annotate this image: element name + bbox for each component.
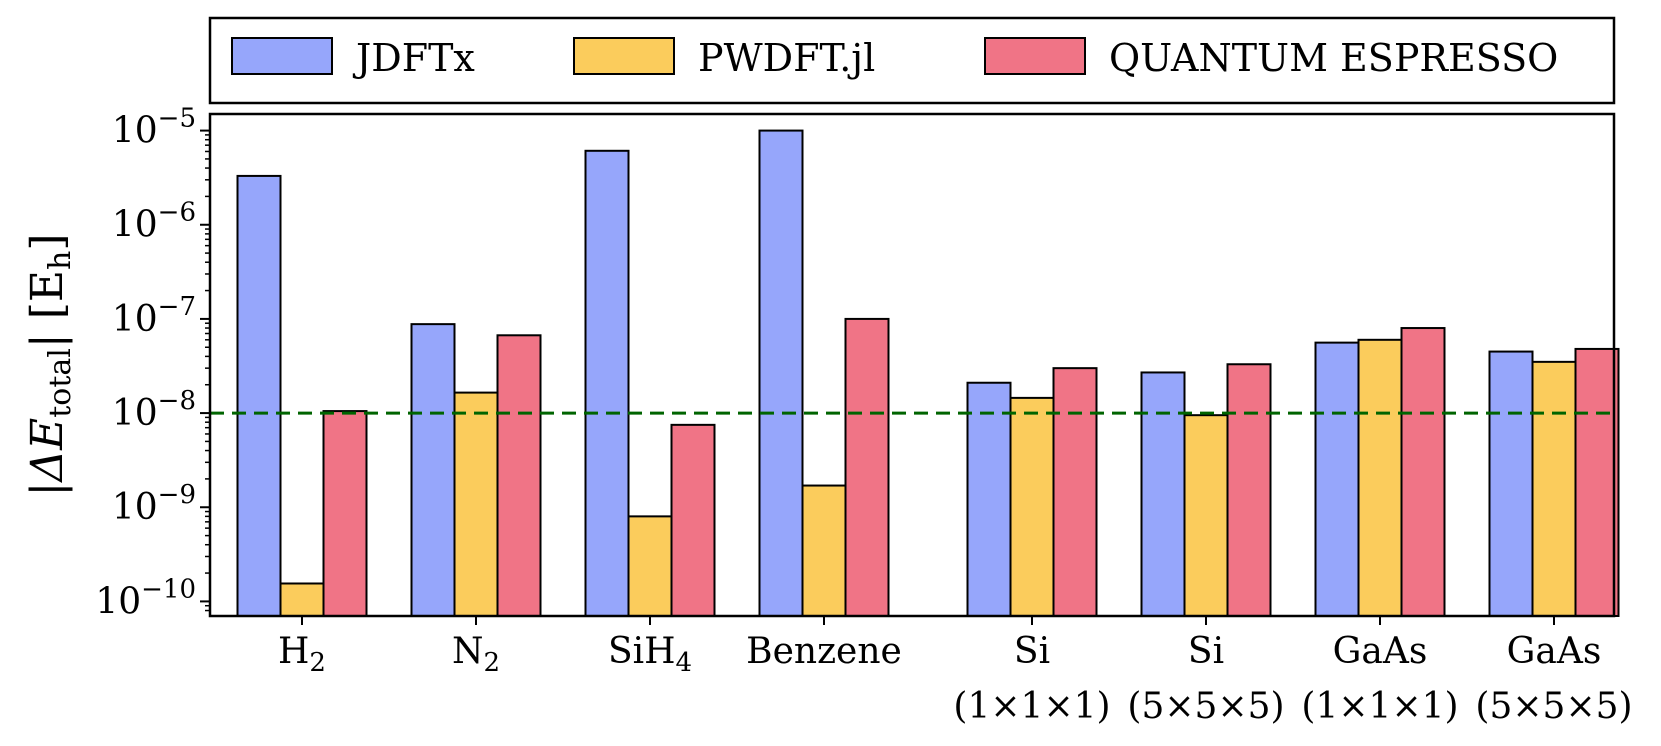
bar-quantum-espresso-0 bbox=[322, 410, 368, 618]
bar-jdftx-1 bbox=[410, 323, 456, 617]
bar-pwdft-jl-2 bbox=[627, 515, 673, 618]
x-tick-label-6: GaAs bbox=[1333, 631, 1428, 672]
bar-jdftx-4 bbox=[966, 381, 1012, 617]
bar-quantum-espresso-1 bbox=[496, 334, 542, 617]
bar-quantum-espresso-5 bbox=[1226, 363, 1272, 617]
legend-swatch-jdftx bbox=[231, 37, 333, 75]
y-tick-label-2: 10−8 bbox=[112, 386, 196, 434]
legend: JDFTx PWDFT.jl QUANTUM ESPRESSO bbox=[208, 16, 1616, 105]
x-tick-label-line2-6: (1×1×1) bbox=[1301, 686, 1458, 727]
bar-pwdft-jl-4 bbox=[1009, 396, 1055, 617]
axes-frame bbox=[208, 112, 1616, 618]
bar-jdftx-2 bbox=[584, 149, 630, 617]
bar-jdftx-7 bbox=[1488, 350, 1534, 617]
bar-jdftx-0 bbox=[236, 174, 282, 617]
x-tick-label-line2-7: (5×5×5) bbox=[1475, 686, 1632, 727]
x-tick-label-1: N2 bbox=[452, 631, 500, 678]
x-tick-label-line2-4: (1×1×1) bbox=[953, 686, 1110, 727]
x-tick-label-7: GaAs bbox=[1507, 631, 1602, 672]
y-axis-label: |ΔEtotal| [Eh] bbox=[22, 234, 78, 497]
bar-quantum-espresso-6 bbox=[1400, 327, 1446, 617]
x-tick-label-4: Si bbox=[1014, 631, 1050, 672]
bar-quantum-espresso-7 bbox=[1574, 347, 1620, 617]
bar-quantum-espresso-4 bbox=[1052, 367, 1098, 617]
x-tick-label-3: Benzene bbox=[746, 631, 902, 672]
bar-jdftx-5 bbox=[1140, 371, 1186, 617]
legend-swatch-pwdft-jl bbox=[573, 37, 675, 75]
x-tick-label-line2-5: (5×5×5) bbox=[1127, 686, 1284, 727]
bar-pwdft-jl-7 bbox=[1531, 360, 1577, 617]
plot-area: 10−10 10−9 10−8 10−7 10−6 10−5 H2 N2 SiH4 Benzene… bbox=[95, 104, 1632, 727]
x-tick-label-2: SiH4 bbox=[608, 631, 692, 678]
bar-pwdft-jl-0 bbox=[279, 582, 325, 617]
y-tick-label-1: 10−9 bbox=[112, 480, 196, 528]
y-tick-label-0: 10−10 bbox=[95, 574, 196, 622]
x-tick-label-0: H2 bbox=[278, 631, 326, 678]
bar-pwdft-jl-3 bbox=[801, 484, 847, 617]
y-tick-label-4: 10−6 bbox=[112, 198, 196, 246]
bar-pwdft-jl-1 bbox=[453, 391, 499, 618]
y-tick-label-3: 10−7 bbox=[112, 292, 196, 340]
bar-pwdft-jl-5 bbox=[1183, 414, 1229, 617]
bar-jdftx-6 bbox=[1314, 341, 1360, 617]
legend-swatch-quantum-espresso bbox=[984, 37, 1086, 75]
bar-jdftx-3 bbox=[758, 129, 804, 617]
y-tick-label-5: 10−5 bbox=[112, 104, 196, 152]
legend-label-jdftx: JDFTx bbox=[352, 36, 475, 80]
legend-label-quantum-espresso: QUANTUM ESPRESSO bbox=[1109, 36, 1558, 80]
bar-pwdft-jl-6 bbox=[1357, 338, 1403, 617]
bar-quantum-espresso-3 bbox=[844, 317, 890, 617]
bar-quantum-espresso-2 bbox=[670, 423, 716, 617]
legend-frame bbox=[208, 16, 1616, 105]
x-tick-label-5: Si bbox=[1188, 631, 1224, 672]
legend-label-pwdft-jl: PWDFT.jl bbox=[698, 36, 875, 80]
